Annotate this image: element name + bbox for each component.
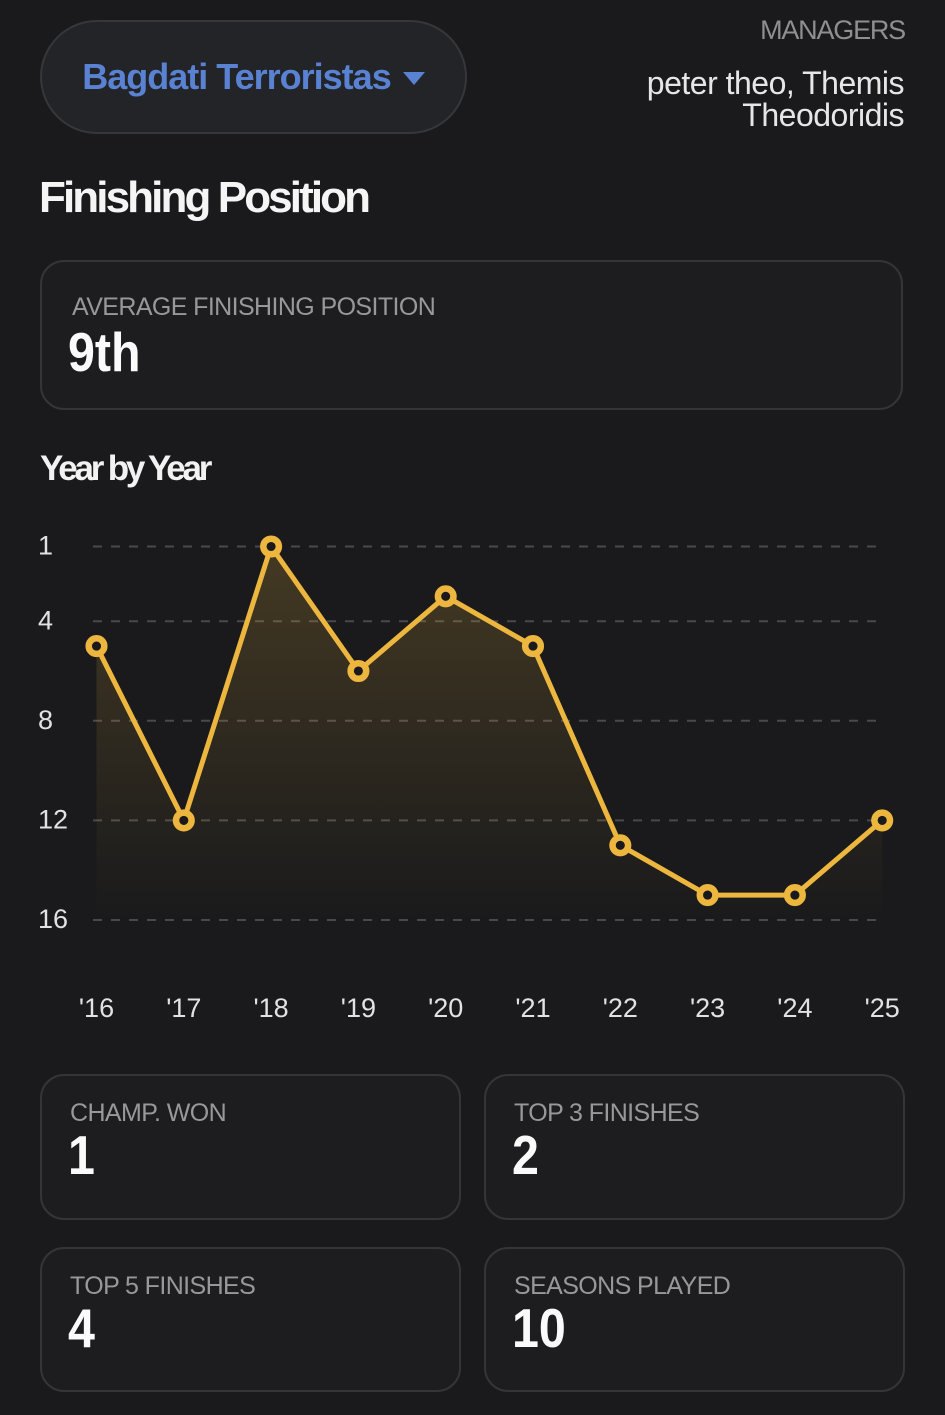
svg-text:8: 8 [38,705,53,735]
svg-text:1: 1 [38,531,53,561]
svg-text:'18: '18 [254,993,289,1023]
svg-text:16: 16 [38,904,68,934]
svg-text:4: 4 [38,605,53,635]
svg-text:'24: '24 [777,993,812,1023]
svg-text:'22: '22 [603,993,638,1023]
svg-text:'25: '25 [865,993,900,1023]
svg-text:'17: '17 [166,993,201,1023]
svg-text:'23: '23 [690,993,725,1023]
svg-text:'20: '20 [428,993,463,1023]
svg-text:'16: '16 [79,993,114,1023]
svg-text:'19: '19 [341,993,376,1023]
svg-text:'21: '21 [515,993,550,1023]
svg-text:12: 12 [38,805,68,835]
